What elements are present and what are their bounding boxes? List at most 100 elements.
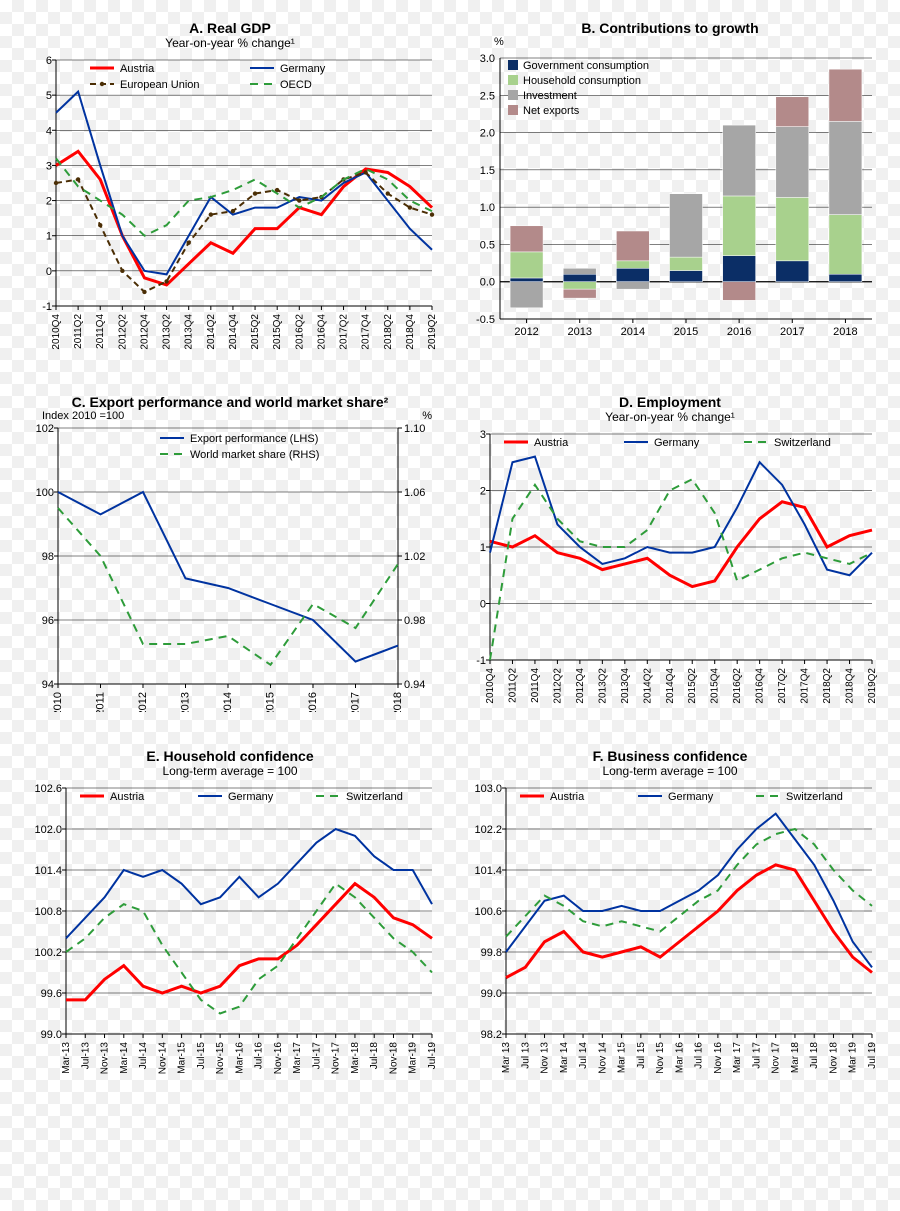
svg-text:0: 0 (46, 266, 52, 278)
svg-text:2012: 2012 (137, 692, 149, 712)
svg-text:100: 100 (36, 487, 54, 499)
svg-text:1.06: 1.06 (404, 487, 425, 499)
svg-text:99.6: 99.6 (41, 988, 62, 1000)
svg-text:100.6: 100.6 (474, 906, 502, 918)
svg-text:Jul-16: Jul-16 (254, 1042, 265, 1070)
svg-text:2015Q4: 2015Q4 (272, 314, 283, 350)
svg-text:2012Q2: 2012Q2 (552, 668, 563, 704)
svg-text:Investment: Investment (523, 90, 577, 102)
svg-text:Nov-15: Nov-15 (215, 1042, 226, 1075)
svg-text:2018: 2018 (833, 326, 857, 338)
svg-text:2018: 2018 (392, 692, 404, 712)
svg-text:European Union: European Union (120, 79, 200, 91)
svg-text:2013Q2: 2013Q2 (162, 314, 173, 350)
svg-text:Jul 18: Jul 18 (809, 1042, 820, 1069)
panel-f-title: F. Business confidence (460, 748, 880, 764)
svg-text:2016: 2016 (307, 692, 319, 712)
panel-c: C. Export performance and world market s… (20, 394, 440, 718)
svg-text:0.94: 0.94 (404, 679, 425, 691)
svg-text:-1: -1 (476, 655, 486, 667)
svg-text:Nov 13: Nov 13 (540, 1042, 551, 1074)
panel-b: B. Contributions to growth % -0.50.00.51… (460, 20, 880, 364)
svg-text:99.0: 99.0 (41, 1029, 62, 1041)
svg-text:0.0: 0.0 (480, 277, 495, 289)
svg-text:0.5: 0.5 (480, 239, 495, 251)
svg-text:2012Q4: 2012Q4 (139, 314, 150, 350)
svg-text:2013: 2013 (567, 326, 591, 338)
svg-text:102.0: 102.0 (34, 824, 62, 836)
svg-text:Jul 17: Jul 17 (751, 1042, 762, 1069)
svg-text:Mar 18: Mar 18 (790, 1042, 801, 1074)
svg-text:3.0: 3.0 (480, 53, 495, 65)
panel-d-subtitle: Year-on-year % change¹ (460, 410, 880, 424)
svg-text:2014Q2: 2014Q2 (206, 314, 217, 350)
svg-text:Switzerland: Switzerland (346, 791, 403, 803)
panel-a-chart: -101234562010Q42011Q22011Q42012Q22012Q42… (20, 54, 440, 364)
svg-text:Germany: Germany (668, 791, 714, 803)
panel-e-chart: 99.099.6100.2100.8101.4102.0102.6Mar-13J… (20, 782, 440, 1092)
svg-text:2014Q2: 2014Q2 (642, 668, 653, 704)
svg-text:1.0: 1.0 (480, 202, 495, 214)
svg-text:94: 94 (42, 679, 54, 691)
svg-text:Mar-14: Mar-14 (119, 1042, 130, 1074)
panel-b-unit: % (460, 36, 880, 48)
panel-e-subtitle: Long-term average = 100 (20, 764, 440, 778)
figure-grid: A. Real GDP Year-on-year % change¹ -1012… (0, 0, 900, 1112)
svg-text:1: 1 (480, 542, 486, 554)
svg-text:2016Q2: 2016Q2 (294, 314, 305, 350)
svg-text:Jul 14: Jul 14 (578, 1042, 589, 1069)
svg-text:2: 2 (480, 486, 486, 498)
panel-b-title: B. Contributions to growth (460, 20, 880, 36)
svg-text:0.98: 0.98 (404, 615, 425, 627)
svg-text:Mar-18: Mar-18 (350, 1042, 361, 1074)
svg-text:Mar 16: Mar 16 (674, 1042, 685, 1074)
svg-text:Nov-13: Nov-13 (100, 1042, 111, 1075)
svg-text:Switzerland: Switzerland (786, 791, 843, 803)
svg-text:2014: 2014 (621, 326, 645, 338)
svg-text:2013Q4: 2013Q4 (184, 314, 195, 350)
svg-text:2013Q2: 2013Q2 (597, 668, 608, 704)
panel-f-subtitle: Long-term average = 100 (460, 764, 880, 778)
svg-text:2019Q2: 2019Q2 (427, 314, 438, 350)
svg-text:Mar 13: Mar 13 (501, 1042, 512, 1074)
svg-text:2015Q4: 2015Q4 (710, 668, 721, 704)
svg-text:Nov-18: Nov-18 (388, 1042, 399, 1075)
svg-text:Nov 15: Nov 15 (655, 1042, 666, 1074)
svg-text:Nov-17: Nov-17 (331, 1042, 342, 1075)
svg-text:2018Q4: 2018Q4 (845, 668, 856, 704)
svg-text:2011: 2011 (95, 692, 107, 712)
svg-text:Austria: Austria (534, 437, 569, 449)
svg-text:3: 3 (46, 160, 52, 172)
svg-text:0: 0 (480, 599, 486, 611)
svg-text:OECD: OECD (280, 79, 312, 91)
svg-text:2017Q4: 2017Q4 (800, 668, 811, 704)
panel-c-title: C. Export performance and world market s… (20, 394, 440, 410)
panel-f: F. Business confidence Long-term average… (460, 748, 880, 1092)
svg-text:2016: 2016 (727, 326, 751, 338)
svg-text:3: 3 (480, 429, 486, 441)
svg-text:Nov 18: Nov 18 (828, 1042, 839, 1074)
svg-text:2012Q4: 2012Q4 (575, 668, 586, 704)
svg-text:Jul-15: Jul-15 (196, 1042, 207, 1070)
svg-text:Jul 15: Jul 15 (636, 1042, 647, 1069)
svg-text:99.8: 99.8 (481, 947, 502, 959)
svg-text:1: 1 (46, 231, 52, 243)
svg-text:2011Q2: 2011Q2 (73, 314, 84, 349)
svg-text:Net exports: Net exports (523, 105, 580, 117)
panel-d-title: D. Employment (460, 394, 880, 410)
svg-text:Mar 14: Mar 14 (559, 1042, 570, 1074)
svg-text:Export performance (LHS): Export performance (LHS) (190, 433, 318, 445)
svg-text:2017: 2017 (780, 326, 804, 338)
svg-text:2012Q2: 2012Q2 (117, 314, 128, 350)
svg-text:101.4: 101.4 (34, 865, 62, 877)
svg-text:2013: 2013 (180, 692, 192, 712)
svg-text:Mar 15: Mar 15 (617, 1042, 628, 1074)
svg-text:2011Q4: 2011Q4 (530, 668, 541, 703)
svg-text:2012: 2012 (514, 326, 538, 338)
svg-text:Mar-19: Mar-19 (408, 1042, 419, 1074)
svg-text:101.4: 101.4 (474, 865, 502, 877)
svg-text:Mar-17: Mar-17 (292, 1042, 303, 1074)
panel-c-chart: 9496981001020.940.981.021.061.1020102011… (20, 422, 440, 712)
svg-text:1.10: 1.10 (404, 423, 425, 435)
panel-c-right-unit: % (422, 410, 432, 422)
